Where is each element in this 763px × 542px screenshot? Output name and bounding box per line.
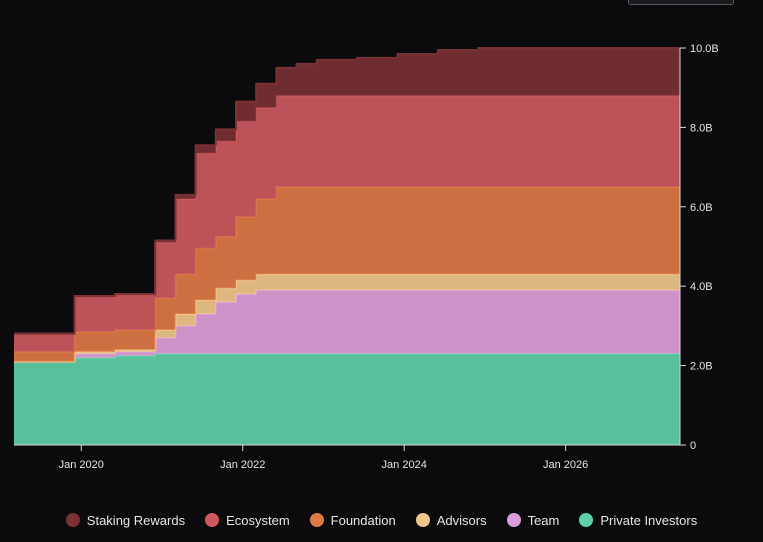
area-staking-rewards[interactable]	[14, 48, 680, 334]
area-private-investors[interactable]	[14, 353, 680, 445]
legend-swatch	[205, 513, 220, 527]
x-tick-label: Jan 2020	[59, 459, 104, 471]
y-tick-label: 6.0B	[690, 202, 713, 214]
legend-item-advisors[interactable]: Advisors	[415, 512, 487, 528]
x-tick-label: Jan 2024	[382, 459, 427, 471]
legend-label: Ecosystem	[226, 512, 290, 528]
x-tick-label: Jan 2022	[220, 459, 265, 471]
legend-item-staking-rewards[interactable]: Staking Rewards	[65, 512, 186, 528]
legend-item-private-investors[interactable]: Private Investors	[579, 513, 697, 528]
area-layers	[14, 47, 680, 445]
y-tick-label: 10.0B	[690, 43, 719, 55]
area-advisors[interactable]	[14, 274, 680, 362]
area-ecosystem[interactable]	[14, 95, 680, 352]
legend-label: Foundation	[330, 512, 396, 528]
legend-item-foundation[interactable]: Foundation	[309, 512, 396, 528]
legend-item-ecosystem[interactable]: Ecosystem	[205, 513, 290, 528]
y-tick-label: 4.0B	[690, 281, 713, 293]
y-tick-label: 0	[690, 440, 696, 452]
legend-swatch	[506, 513, 521, 527]
legend-swatch	[65, 513, 80, 527]
legend-label: Team	[527, 512, 560, 528]
legend-swatch	[579, 513, 594, 527]
top-dropdown-control[interactable]	[628, 0, 734, 5]
legend-swatch	[415, 513, 430, 527]
area-foundation[interactable]	[14, 186, 680, 362]
y-tick-label: 2.0B	[690, 361, 713, 373]
area-team[interactable]	[14, 290, 680, 362]
legend-label: Private Investors	[600, 512, 698, 528]
legend-swatch	[309, 513, 324, 527]
y-axis: 0 2.0B 4.0B 6.0B 8.0B 10.0B	[679, 43, 719, 452]
legend-label: Advisors	[436, 512, 487, 528]
y-tick-label: 8.0B	[690, 122, 713, 134]
legend-item-team[interactable]: Team	[506, 512, 560, 528]
x-axis: Jan 2020 Jan 2022 Jan 2024 Jan 2026	[14, 444, 680, 471]
x-tick-label: Jan 2026	[543, 459, 588, 471]
legend: Staking Rewards Ecosystem Foundation Adviso…	[0, 508, 763, 532]
line-staking-rewards	[14, 47, 680, 335]
legend-label: Staking Rewards	[86, 512, 186, 528]
